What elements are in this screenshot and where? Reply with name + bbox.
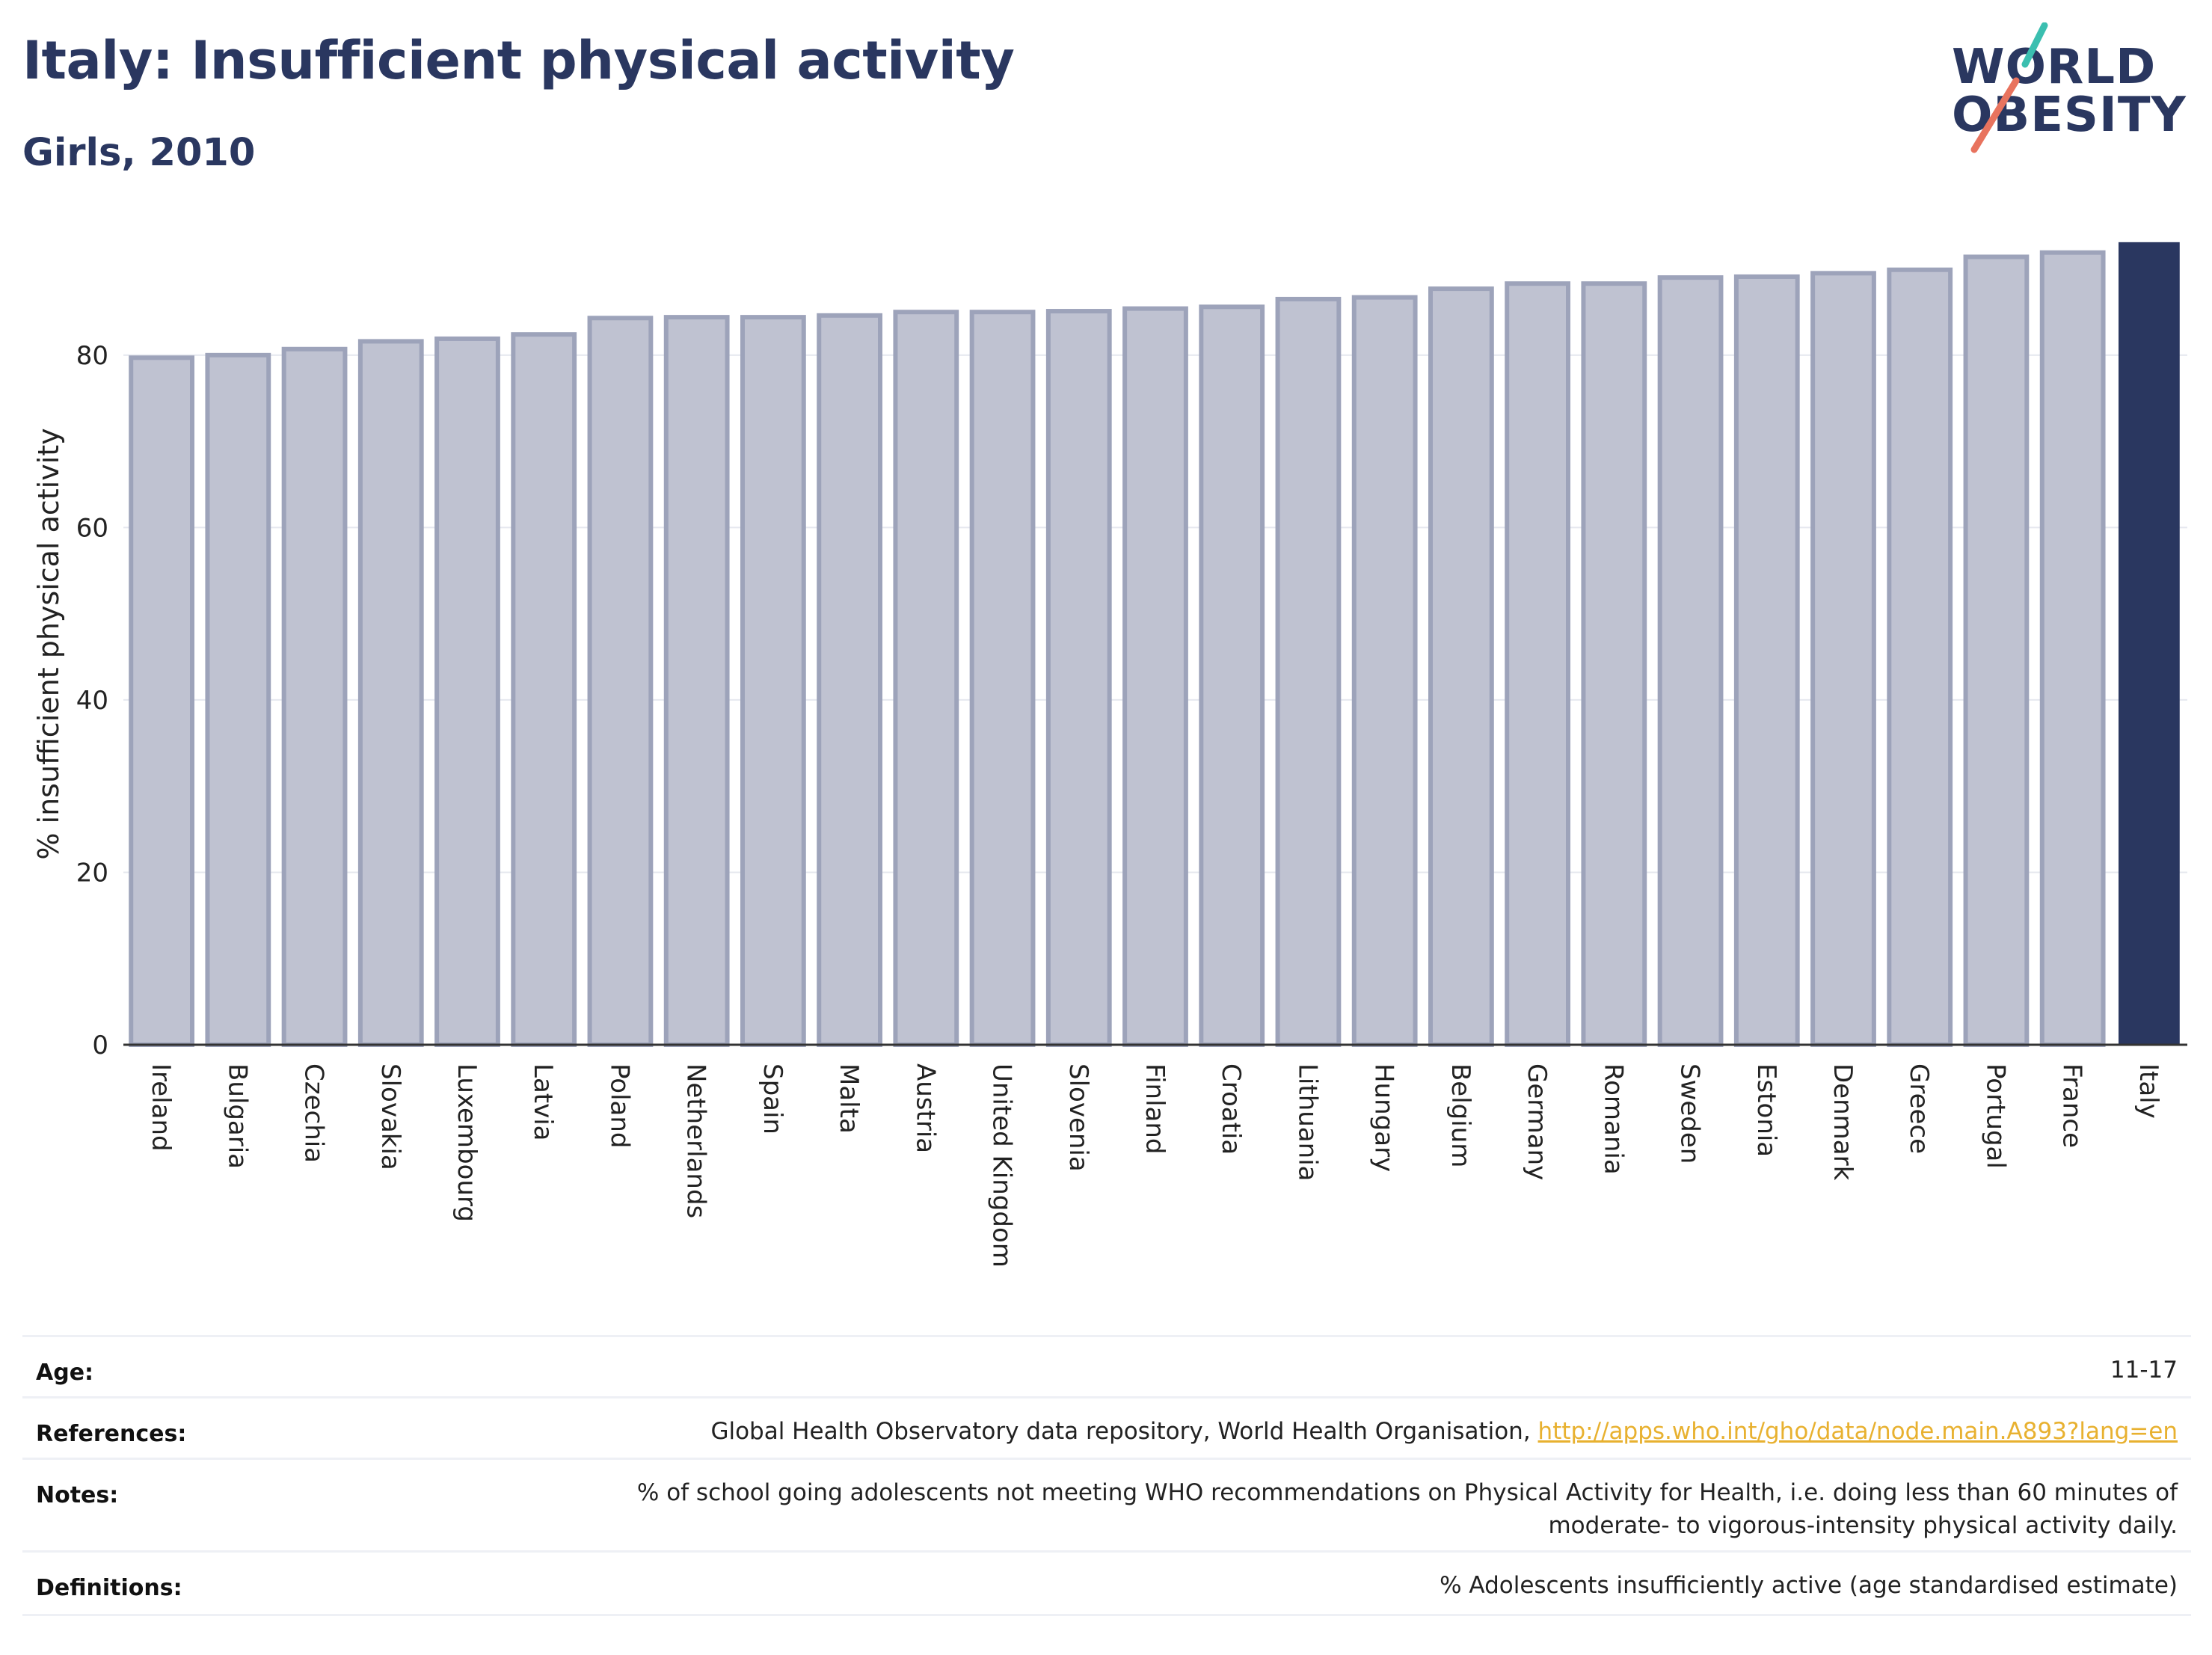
x-tick-label: Denmark: [1828, 1063, 1858, 1181]
x-tick-label: Greece: [1904, 1063, 1934, 1154]
x-tick-label: Lithuania: [1292, 1063, 1322, 1181]
references-label: References:: [36, 1421, 187, 1447]
bar-slovenia: [1045, 309, 1112, 1047]
references-text: Global Health Observatory data repositor…: [710, 1418, 1531, 1445]
bar-estonia: [1733, 274, 1800, 1047]
bar-luxembourg: [434, 336, 500, 1048]
x-tick-label: Italy: [2133, 1063, 2163, 1119]
info-row-references: References: Global Health Observatory da…: [22, 1396, 2191, 1460]
bar-czechia: [281, 346, 348, 1047]
x-tick-label: Latvia: [528, 1063, 558, 1141]
notes-value: % of school going adolescents not meetin…: [637, 1476, 2178, 1542]
x-tick-label: Germany: [1522, 1063, 1552, 1180]
info-row-age: Age: 11-17: [22, 1335, 2191, 1398]
age-value: 11-17: [2110, 1357, 2178, 1384]
x-tick-label: Sweden: [1675, 1063, 1705, 1164]
x-tick-label: Spain: [758, 1063, 787, 1134]
x-tick-label: Netherlands: [681, 1063, 711, 1218]
x-tick-label: Luxembourg: [452, 1063, 482, 1222]
info-row-notes: Notes: % of school going adolescents not…: [22, 1458, 2191, 1553]
logo-line-1: WORLD: [1952, 40, 2157, 95]
x-tick-label: Czechia: [299, 1063, 329, 1163]
info-row-definitions: Definitions: % Adolescents insufficientl…: [22, 1550, 2191, 1616]
definitions-label: Definitions:: [36, 1575, 182, 1601]
x-tick-label: Bulgaria: [222, 1063, 252, 1169]
bar-slovakia: [357, 339, 424, 1048]
x-tick-label: Slovenia: [1063, 1063, 1093, 1172]
x-tick-label: Belgium: [1446, 1063, 1475, 1167]
x-tick-label: Portugal: [1980, 1063, 2010, 1169]
bar-italy: [2119, 242, 2180, 1045]
x-tick-label: France: [2057, 1063, 2087, 1148]
logo-line-2: OBESITY: [1952, 87, 2187, 143]
bar-portugal: [1963, 254, 2030, 1048]
x-tick-label: United Kingdom: [987, 1063, 1017, 1268]
bar-belgium: [1428, 286, 1494, 1047]
y-tick-label: 20: [76, 858, 108, 888]
x-tick-label: Malta: [834, 1063, 864, 1134]
bar-lithuania: [1275, 296, 1342, 1047]
definitions-value: % Adolescents insufficiently active (age…: [1440, 1572, 2178, 1599]
bar-spain: [740, 315, 806, 1048]
x-tick-label: Finland: [1140, 1063, 1170, 1155]
y-tick-label: 80: [76, 341, 108, 371]
notes-label: Notes:: [36, 1482, 119, 1508]
y-tick-label: 0: [92, 1031, 108, 1060]
bar-netherlands: [663, 315, 730, 1048]
y-tick-label: 40: [76, 686, 108, 716]
bar-finland: [1122, 306, 1188, 1047]
bar-poland: [587, 316, 654, 1047]
logo-slash-icon: [1970, 22, 2048, 153]
y-tick-label: 60: [76, 513, 108, 543]
bar-hungary: [1351, 295, 1418, 1047]
bar-sweden: [1657, 275, 1724, 1047]
bar-croatia: [1199, 304, 1265, 1047]
notes-line-1: % of school going adolescents not meetin…: [636, 1479, 2178, 1506]
bar-austria: [893, 310, 959, 1048]
world-obesity-logo: WORLD OBESITY: [1952, 22, 2199, 157]
x-tick-label: Ireland: [146, 1063, 176, 1152]
bar-france: [2039, 250, 2106, 1047]
bar-united-kingdom: [969, 310, 1036, 1048]
x-tick-label: Poland: [604, 1063, 634, 1149]
chart-title: Italy: Insufficient physical activity: [22, 30, 1015, 91]
chart-subtitle: Girls, 2010: [22, 131, 256, 175]
bar-denmark: [1810, 271, 1876, 1047]
notes-line-2: moderate- to vigorous-intensity physical…: [1548, 1512, 2178, 1539]
x-tick-label: Estonia: [1751, 1063, 1781, 1157]
bar-bulgaria: [205, 352, 271, 1047]
references-link[interactable]: http://apps.who.int/gho/data/node.main.A…: [1537, 1418, 2178, 1445]
bar-ireland: [129, 355, 195, 1047]
x-tick-label: Croatia: [1216, 1063, 1246, 1155]
y-axis-label: % insufficient physical activity: [32, 428, 65, 859]
bar-germany: [1505, 281, 1570, 1047]
bar-romania: [1581, 281, 1647, 1047]
references-value: Global Health Observatory data repositor…: [710, 1415, 2178, 1448]
x-tick-label: Slovakia: [375, 1063, 405, 1170]
bar-malta: [817, 313, 882, 1047]
x-tick-label: Hungary: [1369, 1063, 1399, 1172]
x-tick-label: Austria: [910, 1063, 940, 1153]
bar-chart: 0 20 40 60 80 Ireland Bulgaria Czechia Slovakia L…: [32, 242, 2187, 1268]
x-tick-label: Romania: [1598, 1063, 1628, 1175]
bar-greece: [1887, 267, 1953, 1048]
bar-latvia: [511, 332, 577, 1047]
age-label: Age:: [36, 1360, 94, 1386]
